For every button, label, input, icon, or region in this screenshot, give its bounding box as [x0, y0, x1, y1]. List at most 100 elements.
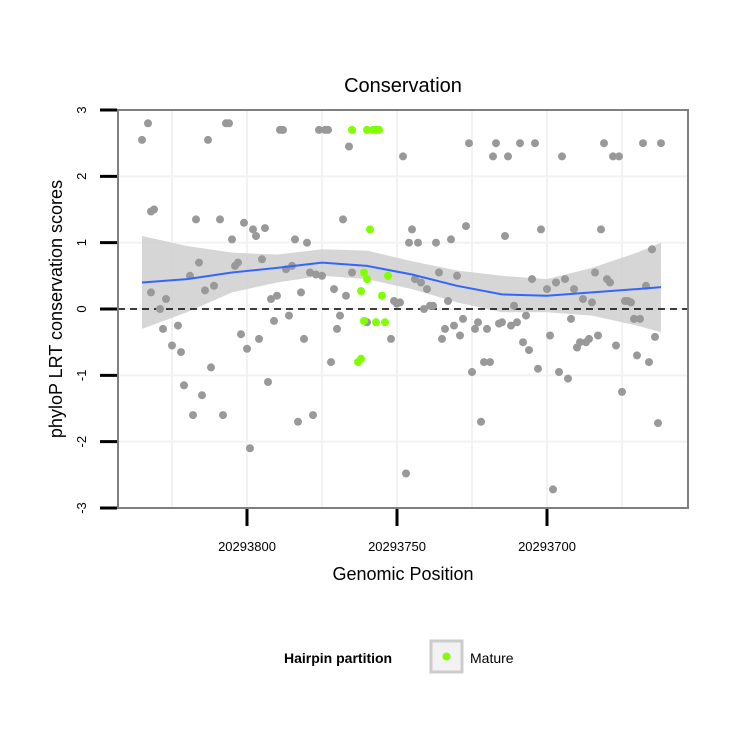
- point-other: [408, 225, 416, 234]
- point-other: [465, 139, 473, 148]
- point-other: [546, 331, 554, 340]
- point-other: [318, 271, 326, 280]
- point-other: [402, 469, 410, 478]
- point-other: [471, 324, 479, 333]
- point-mature: [360, 316, 368, 325]
- point-other: [144, 119, 152, 128]
- x-tick-label: 20293700: [518, 539, 576, 554]
- point-other: [525, 346, 533, 355]
- point-other: [528, 275, 536, 284]
- point-other: [297, 288, 305, 297]
- point-other: [639, 139, 647, 148]
- x-tick-label: 20293750: [368, 539, 426, 554]
- point-other: [591, 268, 599, 277]
- y-tick-label: 3: [74, 106, 89, 113]
- point-other: [549, 485, 557, 494]
- point-other: [474, 318, 482, 327]
- point-mature: [363, 125, 371, 134]
- y-tick-label: -1: [74, 370, 89, 382]
- point-other: [480, 358, 488, 367]
- y-tick-label: 2: [74, 173, 89, 180]
- point-other: [531, 139, 539, 148]
- point-other: [246, 444, 254, 453]
- point-other: [399, 152, 407, 161]
- point-other: [174, 321, 182, 330]
- confidence-ribbon: [142, 236, 661, 333]
- point-other: [441, 324, 449, 333]
- point-other: [207, 363, 215, 372]
- points-mature: [348, 125, 392, 367]
- point-other: [312, 270, 320, 279]
- point-mature: [348, 125, 356, 134]
- point-other: [459, 314, 467, 323]
- point-other: [138, 135, 146, 144]
- point-other: [447, 235, 455, 244]
- point-other: [147, 288, 155, 297]
- point-other: [618, 387, 626, 396]
- point-other: [396, 298, 404, 307]
- point-other: [228, 235, 236, 244]
- point-other: [189, 411, 197, 420]
- point-other: [249, 225, 257, 234]
- point-other: [198, 391, 206, 400]
- point-other: [570, 285, 578, 294]
- point-other: [450, 321, 458, 330]
- point-other: [348, 268, 356, 277]
- point-other: [594, 331, 602, 340]
- point-other: [156, 305, 164, 313]
- point-other: [492, 139, 500, 148]
- point-other: [555, 368, 563, 376]
- point-mature: [360, 268, 368, 277]
- point-other: [417, 278, 425, 287]
- point-other: [273, 291, 281, 300]
- point-other: [645, 358, 653, 367]
- y-tick-label: 0: [74, 305, 89, 312]
- point-other: [261, 224, 269, 233]
- point-other: [576, 338, 584, 347]
- point-other: [507, 321, 515, 330]
- legend-label-mature: Mature: [470, 650, 514, 666]
- y-tick-label: -2: [74, 436, 89, 448]
- points-other: [138, 119, 665, 494]
- point-other: [612, 341, 620, 350]
- y-tick-label: -3: [74, 502, 89, 514]
- point-other: [285, 311, 293, 320]
- smooth-line: [141, 261, 662, 297]
- point-other: [435, 268, 443, 277]
- point-other: [579, 295, 587, 303]
- point-other: [216, 215, 224, 224]
- point-other: [345, 142, 353, 151]
- point-mature: [378, 291, 386, 300]
- x-axis-title: Genomic Position: [332, 564, 473, 584]
- point-mature: [381, 318, 389, 327]
- point-other: [219, 411, 227, 420]
- legend-mature-swatch: [442, 652, 451, 661]
- point-other: [243, 344, 251, 353]
- point-other: [150, 205, 158, 214]
- point-other: [456, 331, 464, 340]
- point-other: [498, 318, 506, 327]
- point-other: [162, 295, 170, 303]
- point-other: [333, 324, 341, 333]
- point-other: [519, 338, 527, 347]
- point-other: [609, 152, 617, 161]
- point-other: [477, 417, 485, 426]
- point-other: [303, 238, 311, 247]
- point-other: [423, 285, 431, 294]
- point-other: [180, 381, 188, 390]
- point-other: [468, 368, 476, 376]
- point-mature: [384, 271, 392, 280]
- point-other: [537, 225, 545, 234]
- point-other: [558, 152, 566, 161]
- point-other: [300, 334, 308, 343]
- point-other: [633, 351, 641, 360]
- point-other: [327, 358, 335, 367]
- point-other: [534, 364, 542, 373]
- point-other: [159, 324, 167, 333]
- point-other: [291, 235, 299, 244]
- point-other: [630, 314, 638, 323]
- smooth-curve: [141, 261, 662, 297]
- point-other: [636, 314, 644, 323]
- point-other: [201, 286, 209, 295]
- point-other: [453, 271, 461, 280]
